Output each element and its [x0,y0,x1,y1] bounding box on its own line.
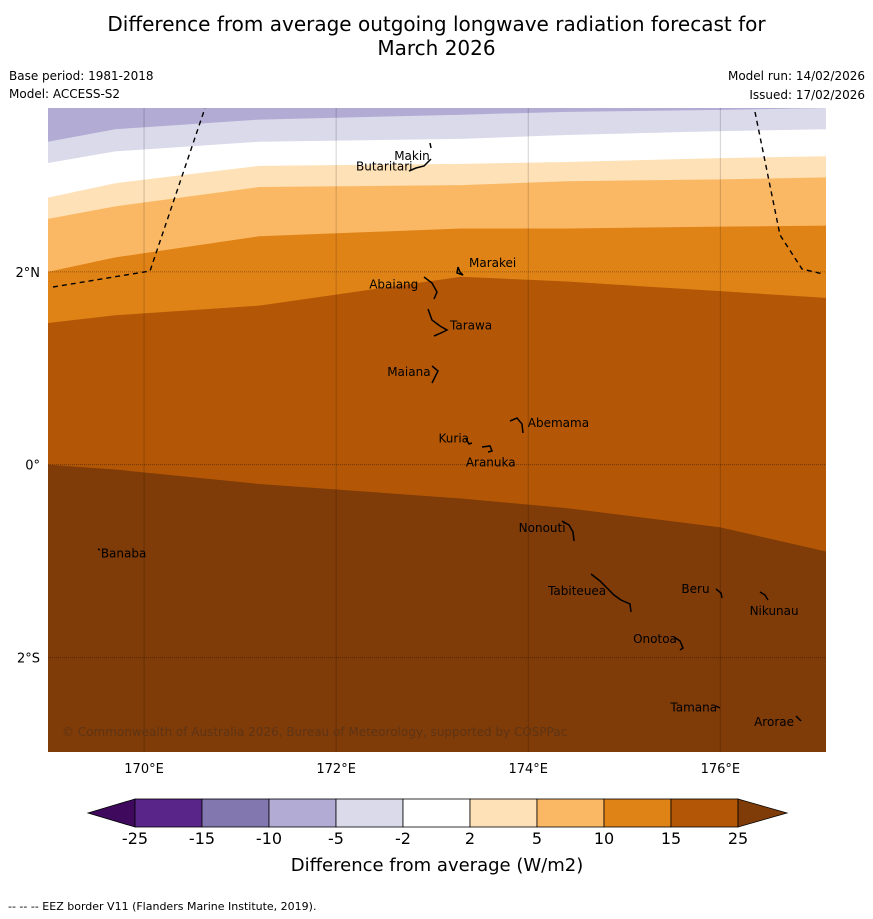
island-beru [715,588,723,599]
colorbar-bin [268,798,337,828]
eez-border [52,108,824,288]
island-makin [429,142,432,149]
place-label-beru: Beru [681,582,709,596]
colorbar-ticks: -25 -15 -10 -5 -2 2 5 10 15 25 [122,829,748,848]
lat-tick-label: 2°S [17,652,40,667]
colorbar-bin [335,798,404,828]
place-label-nonouti: Nonouti [519,521,566,535]
island-onotoa [673,636,684,651]
colorbar-bin [134,798,203,828]
lon-tick-label: 174°E [508,762,548,777]
anomaly-band-minus-5 [48,108,826,142]
place-label-arorae: Arorae [754,715,794,729]
island-tarawa [427,308,449,337]
map-title: Difference from average outgoing longwav… [0,12,873,60]
place-label-butaritari: Butaritari [356,160,413,174]
colorbar-extend-below [86,798,136,828]
place-label-tabiteuea: Tabiteuea [547,584,606,598]
colorbar-label: Difference from average (W/m2) [291,855,583,876]
anomaly-band-minus-10 [48,103,826,108]
colorbar-bin [469,798,538,828]
colorbar-tick-label: 2 [465,829,475,848]
place-label-abaiang: Abaiang [369,277,418,291]
island-nikunau [759,591,769,601]
place-label-abemama: Abemama [528,416,589,430]
colorbar-bin [201,798,270,828]
colorbar-tick-label: -2 [395,829,411,848]
island-butaritari [408,158,432,172]
colorbar-extend-above [737,798,789,828]
island-nonouti [561,520,575,542]
island-tamana [715,705,721,709]
island-aranuka [481,445,494,453]
colorbar: -25 -15 -10 -5 -2 2 5 10 15 25 Difference from av… [86,798,789,876]
colorbar-tick-label: 15 [661,829,681,848]
colorbar-bins [134,798,739,828]
colorbar-tick-label: -15 [189,829,215,848]
anomaly-band-minus-2 [48,108,826,163]
place-label-tamana: Tamana [669,701,717,715]
island-tabiteuea [590,573,632,613]
axis-labels: 170°E 172°E 174°E 176°E 2°N 0° 2°S [16,266,741,777]
colorbar-bin [603,798,672,828]
graticule [48,108,826,752]
island-banaba [97,548,101,551]
eez-border-east [754,111,824,275]
place-label-onotoa: Onotoa [633,632,677,646]
colorbar-bin [670,798,739,828]
title-line-2: March 2026 [377,36,496,60]
anomaly-bands [48,103,826,552]
island-outlines [97,142,802,722]
lon-tick-label: 176°E [701,762,741,777]
lat-tick-label: 0° [25,459,40,474]
island-abaiang [423,276,438,300]
island-kuria [465,438,473,445]
lon-tick-label: 172°E [316,762,356,777]
colorbar-tick-label: -5 [328,829,344,848]
island-abemama [509,417,524,434]
place-label-nikunau: Nikunau [750,604,799,618]
island-arorae [795,715,802,722]
place-label-kuria: Kuria [439,432,470,446]
base-period: Base period: 1981-2018 [9,69,154,83]
place-label-aranuka: Aranuka [466,455,516,469]
copyright-notice: © Commonwealth of Australia 2026, Bureau… [62,725,567,739]
place-label-tarawa: Tarawa [449,319,492,333]
lon-tick-label: 170°E [124,762,164,777]
colorbar-bin [536,798,605,828]
issued-date: Issued: 17/02/2026 [749,88,865,102]
lat-tick-label: 2°N [16,266,41,281]
model-name: Model: ACCESS-S2 [9,87,121,101]
eez-footnote: -- -- -- EEZ border V11 (Flanders Marine… [8,900,317,913]
title-line-1: Difference from average outgoing longwav… [107,12,766,36]
anomaly-band-minus-15 [48,103,826,108]
place-label-maiana: Maiana [387,365,430,379]
colorbar-tick-label: 5 [532,829,542,848]
model-run: Model run: 14/02/2026 [727,69,865,83]
colorbar-tick-label: -25 [122,829,148,848]
place-label-marakei: Marakei [469,256,516,270]
colorbar-tick-label: 10 [594,829,614,848]
colorbar-bin [402,798,471,828]
place-label-makin: Makin [394,149,430,163]
colorbar-tick-label: 25 [728,829,748,848]
island-marakei [456,266,464,276]
place-label-banaba: Banaba [101,547,147,561]
colorbar-tick-label: -10 [256,829,282,848]
island-maiana [431,365,439,384]
